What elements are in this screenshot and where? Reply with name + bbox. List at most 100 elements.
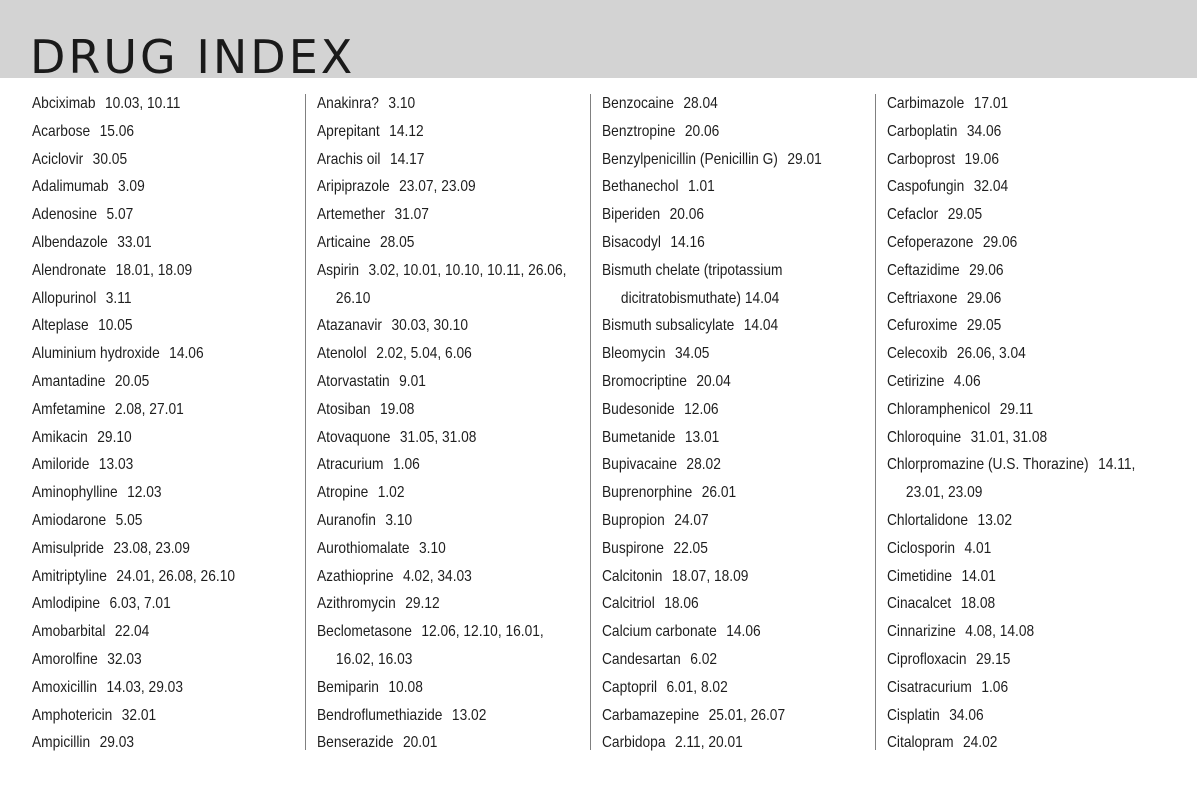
section-references: 28.02 bbox=[686, 456, 721, 474]
drug-name: Cetirizine bbox=[887, 372, 945, 390]
drug-name: Amfetamine bbox=[32, 400, 106, 418]
drug-name: Benzocaine bbox=[602, 95, 674, 112]
index-entry: Articaine 28.05 bbox=[317, 229, 549, 257]
section-references: 13.01 bbox=[684, 428, 720, 446]
index-entry: Ampicillin 29.03 bbox=[32, 729, 264, 757]
section-references: 4.06 bbox=[953, 372, 981, 390]
drug-name: Carboplatin bbox=[887, 122, 958, 140]
index-entry: Bupropion 24.07 bbox=[602, 507, 834, 535]
section-references: 5.05 bbox=[115, 511, 143, 529]
section-references: 29.03 bbox=[99, 734, 135, 752]
drug-name: Cisplatin bbox=[887, 706, 940, 724]
index-entry: Amphotericin 32.01 bbox=[32, 702, 264, 730]
index-entry: Anakinra? 3.10 bbox=[317, 90, 549, 118]
drug-name: Cimetidine bbox=[887, 567, 953, 585]
drug-name: Bisacodyl bbox=[602, 233, 661, 251]
drug-name: Cefuroxime bbox=[887, 317, 958, 335]
drug-name: Benserazide bbox=[317, 734, 394, 752]
section-references: 1.06 bbox=[392, 456, 420, 474]
section-references: 18.08 bbox=[960, 595, 996, 613]
index-entry: Benztropine 20.06 bbox=[602, 118, 834, 146]
section-references: 29.05 bbox=[947, 206, 983, 224]
drug-name: Calcium carbonate bbox=[602, 623, 717, 641]
drug-name: Chlortalidone bbox=[887, 511, 969, 529]
index-entry: Carbamazepine 25.01, 26.07 bbox=[602, 702, 834, 730]
drug-name: Ceftazidime bbox=[887, 261, 960, 279]
page-title: DRUG INDEX bbox=[30, 30, 356, 84]
index-entry: Abciximab 10.03, 10.11 bbox=[32, 90, 264, 118]
section-references: 19.08 bbox=[380, 400, 415, 418]
section-references: 2.08, 27.01 bbox=[114, 400, 184, 418]
section-references: 29.11 bbox=[999, 400, 1034, 418]
index-entry: Aurothiomalate 3.10 bbox=[317, 535, 549, 563]
section-references: 26.06, 3.04 bbox=[956, 345, 1026, 363]
index-entry: Bendroflumethiazide 13.02 bbox=[317, 702, 549, 730]
drug-name: Caspofungin bbox=[887, 178, 965, 196]
section-references: 31.05, 31.08 bbox=[399, 428, 477, 446]
section-references: 29.05 bbox=[966, 317, 1002, 335]
drug-name: Carbamazepine bbox=[602, 706, 700, 724]
drug-name: Articaine bbox=[317, 233, 371, 251]
section-references: 20.01 bbox=[402, 734, 438, 752]
index-entry: Candesartan 6.02 bbox=[602, 646, 834, 674]
drug-name: Cefoperazone bbox=[887, 233, 974, 251]
section-references: 18.07, 18.09 bbox=[671, 567, 749, 585]
section-references: 14.06 bbox=[726, 623, 761, 641]
drug-name: Albendazole bbox=[32, 233, 108, 251]
drug-name: Bemiparin bbox=[317, 678, 379, 696]
index-entry: Chlortalidone 13.02 bbox=[887, 507, 1136, 535]
drug-name: Amiloride bbox=[32, 456, 90, 474]
index-entry: Atosiban 19.08 bbox=[317, 396, 549, 424]
index-entry: Adenosine 5.07 bbox=[32, 201, 264, 229]
index-entry: Bromocriptine 20.04 bbox=[602, 368, 834, 396]
section-references: 4.01 bbox=[964, 539, 992, 557]
index-entry: Citalopram 24.02 bbox=[887, 729, 1136, 757]
section-references: 34.06 bbox=[966, 122, 1002, 140]
section-references: 29.12 bbox=[405, 595, 440, 613]
drug-name: Atovaquone bbox=[317, 428, 391, 446]
drug-name: Cisatracurium bbox=[887, 678, 972, 696]
section-references: 10.08 bbox=[388, 678, 423, 696]
section-references: 32.03 bbox=[107, 650, 142, 668]
section-references: 31.07 bbox=[394, 206, 429, 224]
drug-name: Auranofin bbox=[317, 511, 376, 529]
drug-name: Chlorpromazine (U.S. Thorazine) bbox=[887, 456, 1089, 474]
index-entry: Ciprofloxacin 29.15 bbox=[887, 646, 1136, 674]
section-references: 32.04 bbox=[973, 178, 1009, 196]
index-entry: Azithromycin 29.12 bbox=[317, 590, 549, 618]
index-entry: Atorvastatin 9.01 bbox=[317, 368, 549, 396]
drug-name: Atropine bbox=[317, 484, 369, 502]
index-entry: Carbimazole 17.01 bbox=[887, 90, 1136, 118]
drug-name: Amlodipine bbox=[32, 595, 101, 613]
drug-name: Bleomycin bbox=[602, 345, 666, 363]
section-references: 29.06 bbox=[982, 233, 1018, 251]
drug-name: Amiodarone bbox=[32, 511, 107, 529]
drug-name: Aripiprazole bbox=[317, 178, 390, 196]
drug-name: Bethanechol bbox=[602, 178, 679, 196]
section-references: 12.06, 12.10, 16.01, bbox=[421, 623, 544, 641]
section-references: 3.09 bbox=[117, 178, 145, 196]
drug-name: Amphotericin bbox=[32, 706, 113, 724]
index-column-1: Abciximab 10.03, 10.11 Acarbose 15.06 Aciclo… bbox=[32, 90, 302, 757]
index-entry: Cefaclor 29.05 bbox=[887, 201, 1136, 229]
drug-name: Bendroflumethiazide bbox=[317, 706, 443, 724]
drug-name: Amisulpride bbox=[32, 539, 104, 557]
drug-name: Calcitriol bbox=[602, 595, 655, 613]
drug-name: Captopril bbox=[602, 678, 658, 696]
section-references: 1.01 bbox=[687, 178, 715, 196]
drug-name: Allopurinol bbox=[32, 289, 97, 307]
section-references: 26.01 bbox=[701, 484, 737, 502]
index-entry: Ceftazidime 29.06 bbox=[887, 257, 1136, 285]
section-references: 6.02 bbox=[690, 650, 718, 668]
section-references: 14.11, bbox=[1098, 456, 1136, 474]
index-entry: Atenolol 2.02, 5.04, 6.06 bbox=[317, 340, 549, 368]
drug-name: Aluminium hydroxide bbox=[32, 345, 160, 363]
index-entry: Buprenorphine 26.01 bbox=[602, 479, 834, 507]
section-references: 23.07, 23.09 bbox=[399, 178, 476, 196]
drug-name: Acarbose bbox=[32, 122, 91, 140]
index-entry: Aprepitant 14.12 bbox=[317, 118, 549, 146]
index-entry: Amitriptyline 24.01, 26.08, 26.10 bbox=[32, 563, 264, 591]
drug-name: Bupivacaine bbox=[602, 456, 677, 474]
index-entry: Amfetamine 2.08, 27.01 bbox=[32, 396, 264, 424]
index-entry: Cetirizine 4.06 bbox=[887, 368, 1136, 396]
